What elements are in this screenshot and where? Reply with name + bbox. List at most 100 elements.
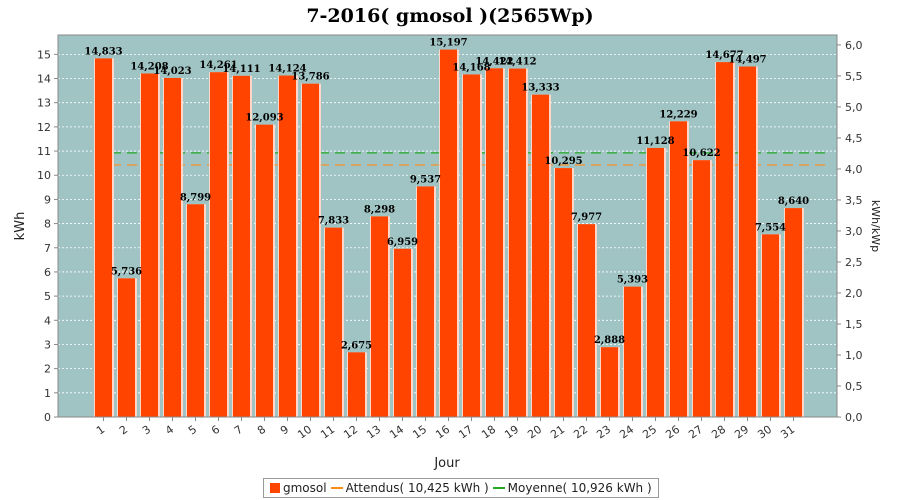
x-tick-label: 23 bbox=[594, 423, 613, 442]
data-label: 8,640 bbox=[778, 196, 809, 207]
x-tick-label: 17 bbox=[456, 423, 475, 442]
x-tick-label: 5 bbox=[186, 423, 199, 438]
data-label: 14,168 bbox=[452, 62, 490, 73]
bar bbox=[716, 62, 733, 418]
x-tick-label: 25 bbox=[640, 423, 659, 442]
data-label: 14,497 bbox=[728, 55, 766, 66]
data-label: 14,412 bbox=[498, 57, 536, 68]
plot-border bbox=[57, 34, 838, 418]
legend-label-gmosol: gmosol bbox=[283, 481, 327, 495]
y2-tick-label: 5,5 bbox=[845, 70, 863, 83]
legend-swatch-attendus bbox=[330, 487, 343, 489]
bar bbox=[509, 68, 526, 417]
y-tick-label: 15 bbox=[37, 48, 51, 61]
bar bbox=[555, 168, 572, 417]
data-label: 10,622 bbox=[682, 148, 720, 159]
y-tick-label: 1 bbox=[44, 387, 51, 400]
legend: gmosol Attendus( 10,425 kWh ) Moyenne( 1… bbox=[263, 478, 659, 498]
x-tick-label: 14 bbox=[387, 423, 406, 442]
y-tick-label: 4 bbox=[44, 314, 51, 327]
x-tick-label: 3 bbox=[140, 423, 153, 438]
bar bbox=[739, 66, 756, 417]
y2-tick-label: 6,0 bbox=[845, 39, 863, 52]
y-tick-label: 0 bbox=[44, 411, 51, 424]
y2-tick-label: 5,0 bbox=[845, 101, 863, 114]
bar bbox=[578, 224, 595, 417]
y2-tick-label: 1,5 bbox=[845, 318, 863, 331]
x-tick-label: 30 bbox=[755, 423, 774, 442]
x-tick-label: 19 bbox=[502, 423, 521, 442]
x-tick-label: 13 bbox=[364, 423, 383, 442]
data-label: 8,799 bbox=[180, 192, 211, 203]
y2-tick-label: 1,0 bbox=[845, 349, 863, 362]
x-tick-label: 31 bbox=[778, 423, 797, 442]
bar bbox=[233, 75, 250, 417]
data-label: 11,128 bbox=[636, 136, 674, 147]
x-tick-label: 28 bbox=[709, 423, 728, 442]
y-tick-label: 6 bbox=[44, 266, 51, 279]
bar bbox=[371, 216, 388, 417]
bar bbox=[785, 208, 802, 417]
data-label: 7,554 bbox=[755, 222, 786, 233]
x-tick-label: 1 bbox=[94, 423, 107, 438]
data-label: 14,023 bbox=[153, 66, 191, 77]
bar bbox=[440, 49, 457, 418]
data-label: 2,675 bbox=[341, 340, 372, 351]
x-tick-label: 18 bbox=[479, 423, 498, 442]
bar bbox=[279, 75, 296, 418]
x-tick-label: 6 bbox=[209, 423, 222, 438]
bar bbox=[670, 121, 687, 417]
bar bbox=[210, 72, 227, 417]
legend-item-gmosol: gmosol bbox=[270, 481, 327, 495]
legend-item-moyenne: Moyenne( 10,926 kWh ) bbox=[492, 481, 652, 495]
data-label: 13,786 bbox=[291, 72, 329, 83]
bar bbox=[532, 94, 549, 417]
y2-tick-label: 4,0 bbox=[845, 163, 863, 176]
bar bbox=[302, 83, 319, 418]
legend-swatch-moyenne bbox=[492, 487, 505, 489]
legend-swatch-gmosol bbox=[270, 483, 280, 493]
data-label: 6,959 bbox=[387, 237, 418, 248]
y2-tick-label: 2,0 bbox=[845, 287, 863, 300]
legend-item-attendus: Attendus( 10,425 kWh ) bbox=[330, 481, 489, 495]
bar bbox=[486, 68, 503, 418]
legend-label-moyenne: Moyenne( 10,926 kWh ) bbox=[507, 481, 652, 495]
y-tick-label: 11 bbox=[37, 145, 51, 158]
data-label: 8,298 bbox=[364, 204, 395, 215]
bar bbox=[141, 73, 158, 418]
bar bbox=[647, 147, 664, 418]
y-tick-label: 14 bbox=[37, 73, 51, 86]
data-label: 14,111 bbox=[222, 64, 260, 75]
data-label: 5,393 bbox=[617, 275, 648, 286]
data-label: 14,261 bbox=[199, 60, 237, 71]
x-tick-label: 15 bbox=[410, 423, 429, 442]
data-label: 5,736 bbox=[111, 266, 142, 277]
data-label: 12,093 bbox=[245, 113, 283, 124]
x-tick-label: 16 bbox=[433, 423, 452, 442]
bar bbox=[95, 58, 112, 418]
bar bbox=[348, 352, 365, 417]
data-label: 14,677 bbox=[705, 50, 743, 61]
bar-series bbox=[94, 49, 804, 418]
y2-tick-label: 2,5 bbox=[845, 256, 863, 269]
x-tick-label: 9 bbox=[278, 423, 291, 438]
y2-tick-label: 3,0 bbox=[845, 225, 863, 238]
y2-tick-label: 0,0 bbox=[845, 411, 863, 424]
data-label: 13,333 bbox=[521, 83, 559, 94]
x-tick-label: 27 bbox=[686, 423, 705, 442]
bar bbox=[624, 286, 641, 417]
x-tick-label: 2 bbox=[117, 423, 130, 438]
bar bbox=[325, 227, 342, 417]
data-label: 2,888 bbox=[594, 335, 625, 346]
bar bbox=[417, 186, 434, 417]
x-tick-label: 7 bbox=[232, 423, 245, 438]
x-tick-label: 24 bbox=[617, 423, 636, 442]
x-tick-label: 20 bbox=[525, 423, 544, 442]
x-tick-label: 11 bbox=[318, 423, 337, 442]
x-axis-label: Jour bbox=[433, 456, 460, 471]
y-axis-label: kWh bbox=[13, 212, 28, 241]
bar bbox=[164, 77, 181, 417]
data-label: 9,537 bbox=[410, 174, 441, 185]
bar bbox=[463, 74, 480, 417]
bar bbox=[256, 124, 273, 417]
